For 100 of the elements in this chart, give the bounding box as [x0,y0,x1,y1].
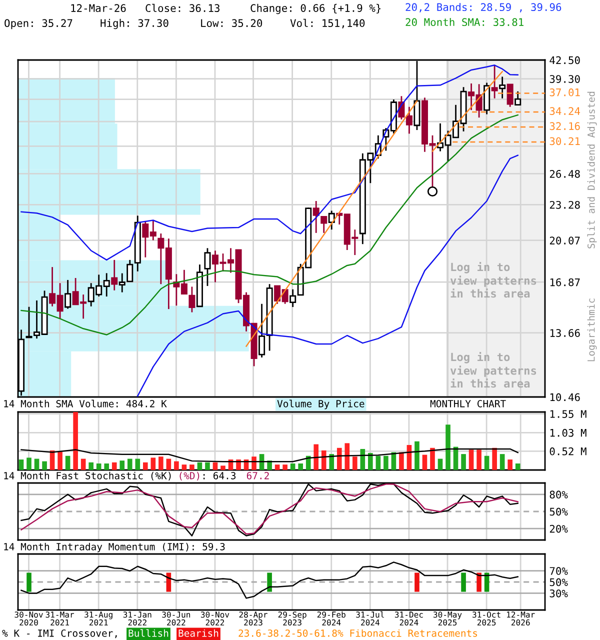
text: Bearish [178,629,218,637]
x-tick-label: 29-Feb 2024 [317,611,346,626]
bar [344,443,350,470]
y-tick-label: 80% [550,490,568,499]
text: (%D) [180,472,200,480]
data-label: 34.24 [550,107,580,115]
bar [26,458,32,470]
bar [384,456,388,470]
y-tick-label: 42.50 [550,56,580,64]
bar [492,448,497,470]
line-series [20,562,518,599]
bar [42,461,47,470]
bar [446,424,450,470]
bar [73,412,78,470]
x-tick-label: 31-Mar 2021 [46,612,74,626]
bar [376,456,381,470]
x-tick-label: 29-Sep 2023 [278,612,306,626]
bar [282,464,288,470]
y-tick-label: 20.07 [550,236,580,244]
x-tick-label: 30-Nov 2022 [200,612,230,626]
x-tick-label: 30-May 2025 [434,612,462,626]
candlestick [491,64,498,100]
y-tick-label: 30% [550,589,568,598]
text: Close: 36.13 [146,4,220,12]
bar [142,462,148,470]
data-label: 30.21 [550,137,580,146]
bar [182,464,187,470]
x-tick-label: 12-Mar 2026 [507,612,535,626]
y-tick-label: 50% [550,508,568,516]
text: 14 Month Fast Stochastic (%K) [4,472,171,480]
bar [18,459,24,470]
text: % K - IMI Crossover, [2,629,117,638]
bar [290,463,296,470]
candlestick [406,106,412,134]
y-tick-label: 10.46 [550,393,580,402]
bar [314,444,319,470]
candlestick [26,306,32,338]
x-tick-label: 31-Aug 2021 [84,612,112,626]
bar [112,462,117,470]
candlestick [312,200,320,234]
bar [399,452,404,470]
x-tick-label: 28-Apr 2023 [239,612,268,626]
bar [515,463,520,470]
bar [212,462,218,470]
text: Change: 0.66 {+1.9 %} [250,4,381,14]
bar [120,460,125,470]
y-tick-label: 50% [550,578,568,586]
line-series [20,64,518,261]
y-tick-label: 39.30 [550,75,580,83]
y-tick-label: 20% [550,524,568,533]
bar [174,461,179,470]
text: Open: 35.27 [4,19,72,30]
bar [484,456,490,470]
data-label: 37.01 [550,88,580,96]
text: Split and Dividend Adjusted [587,92,597,248]
candlestick [111,259,118,292]
bar [274,464,280,470]
line-series [20,448,518,462]
bar [438,458,443,470]
bar [190,464,194,470]
x-tick-label: 31-Jan 2022 [123,612,152,626]
bar [321,450,326,470]
bar [80,458,86,470]
bar [88,462,94,470]
bar [508,459,512,470]
text: : 64.3 [203,472,236,480]
bar [220,466,226,470]
text: Vol: 151,140 [290,18,365,28]
text: 14 Month SMA Volume: 484.2 K [4,400,167,408]
bar [352,456,358,470]
bar [96,463,102,470]
bar [461,454,466,470]
bar [298,463,303,470]
candlestick [64,279,72,310]
text: 12-Mar-26 [71,4,126,12]
y-tick-label: 23.28 [550,200,580,209]
annotation: Log in to view patterns in this area [450,262,536,298]
text: Low: 35.20 [201,19,262,28]
y-tick-label: 1.55 M [550,410,586,418]
y-tick-label: 16.87 [550,278,580,286]
candlestick [320,216,328,234]
text: 20,2 Bands: 28.59 , 39.96 [406,2,562,12]
bar [468,450,474,470]
text: MONTHLY CHART [430,400,506,408]
y-tick-label: 1.03 M [550,428,586,437]
bar [104,463,110,470]
bar [166,458,172,470]
x-tick-label: 30-Nov 2020 [14,612,43,626]
bar [34,458,40,470]
candlestick [204,247,211,287]
candlestick [506,84,514,108]
bar [205,462,210,470]
bar [414,441,420,470]
bar [127,458,132,470]
data-label: 32.16 [550,122,580,130]
y-tick-label: 70% [550,567,568,575]
text: 14 Month Intraday Momentum (IMI): 59.3 [4,542,225,552]
candlestick [188,286,196,313]
candlestick [514,90,522,106]
text: Logarithmic [587,298,597,362]
